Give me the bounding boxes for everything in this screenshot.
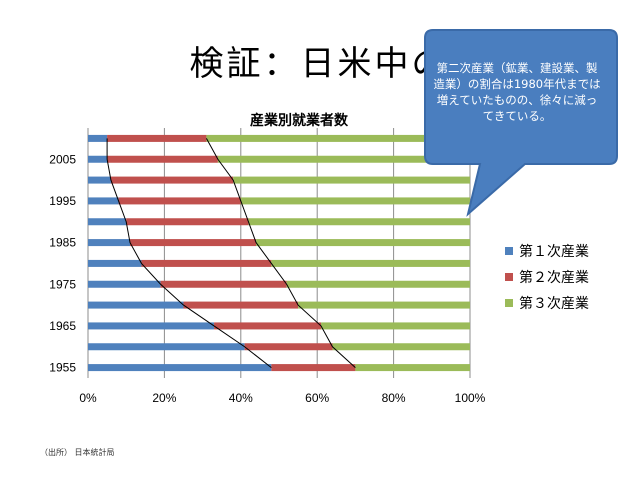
bar-segment-1 — [88, 239, 131, 247]
legend-item-tertiary: 第３次産業 — [505, 290, 589, 316]
bar-segment-1 — [88, 301, 184, 309]
bar-segment-2 — [271, 364, 356, 372]
slide-title: 検証：日米中の — [189, 44, 449, 84]
bar-segment-3 — [217, 155, 470, 163]
legend-label-primary: 第１次産業 — [519, 244, 589, 260]
bar-segment-3 — [286, 280, 470, 288]
bar-segment-2 — [126, 218, 249, 226]
bar-segment-2 — [130, 239, 257, 247]
bar-segment-3 — [271, 259, 470, 267]
bar-segment-1 — [88, 134, 108, 142]
bar-segment-2 — [107, 134, 207, 142]
y-tick-label: 1975 — [49, 277, 76, 291]
legend-item-secondary: 第２次産業 — [505, 264, 589, 290]
bar-segment-3 — [233, 176, 470, 184]
bar-segment-1 — [88, 343, 245, 351]
bar-segment-3 — [355, 364, 470, 372]
y-tick-label: 2005 — [49, 152, 76, 166]
x-tick-label: 40% — [229, 391, 253, 405]
bar-segment-3 — [256, 239, 470, 247]
legend-swatch-secondary — [505, 273, 513, 281]
bar-segment-3 — [321, 322, 470, 330]
bar-segment-3 — [332, 343, 470, 351]
series-line-1 — [106, 138, 272, 368]
bar-segment-2 — [183, 301, 299, 309]
chart-title: 産業別就業者数 — [250, 113, 348, 129]
legend-label-tertiary: 第３次産業 — [519, 296, 589, 312]
bar-segment-1 — [88, 322, 215, 330]
x-tick-label: 60% — [305, 391, 329, 405]
bar-segment-2 — [214, 322, 322, 330]
callout-shape — [424, 29, 618, 217]
legend-item-primary: 第１次産業 — [505, 238, 589, 264]
bar-segment-2 — [141, 259, 272, 267]
bar-segment-3 — [240, 197, 470, 205]
bar-segment-1 — [88, 155, 108, 163]
x-tick-label: 100% — [455, 391, 486, 405]
source-note: （出所） 日本統計局 — [40, 448, 115, 457]
bar-segment-1 — [88, 259, 142, 267]
bar-segment-3 — [248, 218, 470, 226]
chart-legend: 第１次産業 第２次産業 第３次産業 — [505, 238, 589, 316]
x-tick-label: 80% — [382, 391, 406, 405]
series-line-2 — [205, 138, 356, 368]
bar-segment-3 — [206, 134, 471, 142]
y-tick-label: 1955 — [49, 361, 76, 375]
x-tick-label: 20% — [152, 391, 176, 405]
bar-segment-2 — [118, 197, 241, 205]
bar-segment-2 — [110, 176, 234, 184]
bar-segment-2 — [244, 343, 333, 351]
bar-segment-3 — [298, 301, 470, 309]
bar-segment-2 — [160, 280, 287, 288]
bar-segment-2 — [107, 155, 218, 163]
y-tick-label: 1995 — [49, 194, 76, 208]
bar-segment-1 — [88, 218, 127, 226]
y-tick-label: 1965 — [49, 319, 76, 333]
legend-swatch-primary — [505, 247, 513, 255]
legend-label-secondary: 第２次産業 — [519, 270, 589, 286]
legend-swatch-tertiary — [505, 299, 513, 307]
callout-text: 第二次産業（鉱業、建設業、製造業）の割合は1980年代までは増えていたものの、徐… — [433, 61, 601, 123]
y-tick-label: 1985 — [49, 236, 76, 250]
bar-segment-1 — [88, 197, 119, 205]
bar-segment-1 — [88, 364, 272, 372]
bar-segment-1 — [88, 176, 111, 184]
x-tick-label: 0% — [79, 391, 97, 405]
bar-segment-1 — [88, 280, 161, 288]
